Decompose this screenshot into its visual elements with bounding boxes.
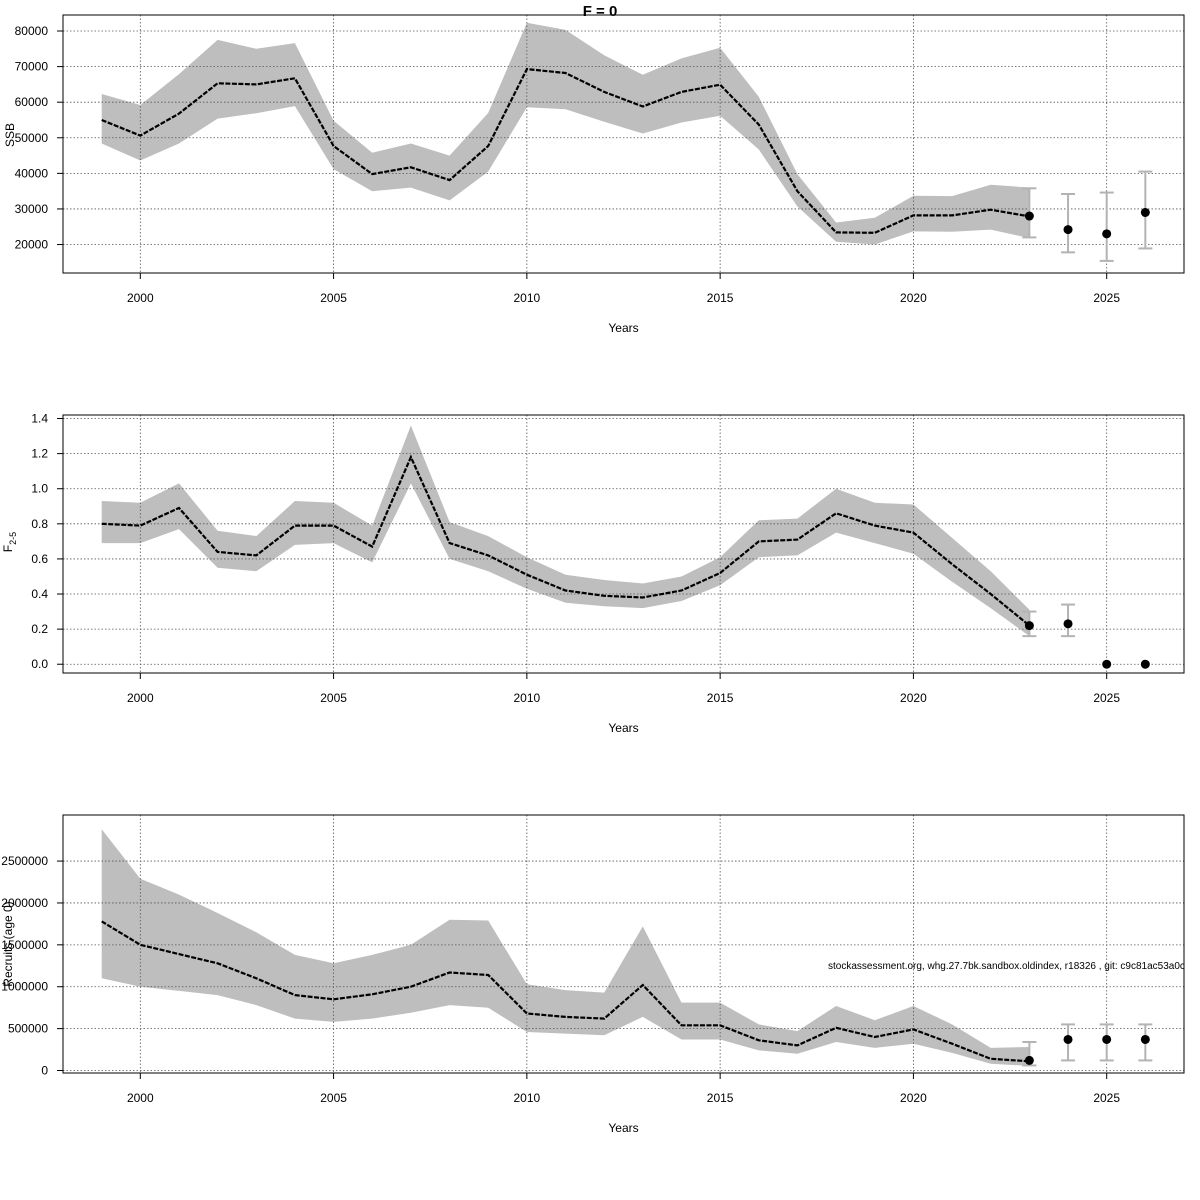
x-tick-label: 2025 xyxy=(1093,291,1120,305)
x-tick-label: 2005 xyxy=(320,1091,347,1105)
x-tick-label: 2010 xyxy=(514,691,541,705)
ssb-panel: 2000 2005 2010 2015 2020 2025 20000 30000 40000 5… xyxy=(3,14,1185,335)
x-axis-label: Years xyxy=(608,321,638,335)
x-tick-label: 2015 xyxy=(707,1091,734,1105)
plot-frame xyxy=(62,814,1185,1074)
forecast-point xyxy=(1063,225,1073,235)
y-tick-label: 1.2 xyxy=(31,447,48,461)
y-tick-label: 80000 xyxy=(15,24,49,38)
x-tick-label: 2000 xyxy=(127,1091,154,1105)
x-tick-label: 2020 xyxy=(900,1091,927,1105)
y-tick-label: 0.4 xyxy=(31,587,48,601)
x-tick-label: 2025 xyxy=(1093,1091,1120,1105)
x-tick-label: 2020 xyxy=(900,691,927,705)
y-tick-label: 0.2 xyxy=(31,622,48,636)
forecast-point xyxy=(1140,1034,1150,1044)
y-tick-label: 1.4 xyxy=(31,412,48,426)
x-tick-label: 2010 xyxy=(514,1091,541,1105)
x-axis-label: Years xyxy=(608,1121,638,1135)
x-tick-label: 2020 xyxy=(900,291,927,305)
y-tick-label: 30000 xyxy=(15,202,49,216)
recruitment-panel: 2000 2005 2010 2015 2020 2025 0 500000 1000000 15… xyxy=(1,814,1185,1135)
y-tick-label: 70000 xyxy=(15,60,49,74)
y-axis-label-subscript: 2-5 xyxy=(8,532,18,545)
y-tick-label: 2000000 xyxy=(1,896,48,910)
forecast-point xyxy=(1140,208,1150,218)
y-tick-label: 0.0 xyxy=(31,657,48,671)
x-tick-label: 2025 xyxy=(1093,691,1120,705)
y-tick-label: 60000 xyxy=(15,95,49,109)
y-tick-label: 1500000 xyxy=(1,938,48,952)
x-tick-label: 2015 xyxy=(707,691,734,705)
plot-frame xyxy=(62,14,1185,274)
y-tick-label: 50000 xyxy=(15,131,49,145)
x-tick-label: 2000 xyxy=(127,691,154,705)
forecast-point xyxy=(1063,1034,1073,1044)
x-tick-label: 2010 xyxy=(514,291,541,305)
footnote: stockassessment.org, whg.27.7bk.sandbox.… xyxy=(828,961,1185,972)
y-tick-label: 0.8 xyxy=(31,517,48,531)
y-tick-label: 1000000 xyxy=(1,980,48,994)
forecast-point xyxy=(1140,659,1150,669)
y-tick-label: 0 xyxy=(41,1063,48,1077)
confidence-band xyxy=(101,425,1030,637)
y-axis-label: F2-5 xyxy=(1,532,18,552)
x-tick-label: 2015 xyxy=(707,291,734,305)
confidence-band xyxy=(101,22,1030,245)
y-tick-label: 500000 xyxy=(8,1022,48,1036)
forecast-point xyxy=(1024,1055,1034,1065)
x-tick-label: 2005 xyxy=(320,291,347,305)
forecast-point xyxy=(1024,211,1034,221)
x-tick-label: 2005 xyxy=(320,691,347,705)
y-axis-label: SSB xyxy=(3,123,17,147)
forecast-point xyxy=(1063,619,1073,629)
forecast-point xyxy=(1102,229,1112,239)
forecast-point xyxy=(1102,1034,1112,1044)
estimate-line xyxy=(101,454,1031,627)
y-tick-label: 1.0 xyxy=(31,482,48,496)
estimate-line xyxy=(101,67,1030,234)
forecast-point xyxy=(1024,621,1034,631)
y-tick-label: 20000 xyxy=(15,238,49,252)
x-tick-label: 2000 xyxy=(127,291,154,305)
x-axis-label: Years xyxy=(608,721,638,735)
y-tick-label: 0.6 xyxy=(31,552,48,566)
estimate-line xyxy=(101,920,1030,1063)
forecast-point xyxy=(1102,659,1112,669)
y-tick-label: 2500000 xyxy=(1,854,48,868)
confidence-band xyxy=(101,829,1030,1066)
figure-title: F = 0 xyxy=(583,3,618,20)
y-axis-label-main: F xyxy=(1,545,15,552)
plot-frame xyxy=(62,414,1185,674)
y-axis-label: Recruits (age 0) xyxy=(1,901,15,986)
y-tick-label: 40000 xyxy=(15,166,49,180)
fishing-mortality-panel: 2000 2005 2010 2015 2020 2025 0.0 0.2 0.4 0.6 0.8 1… xyxy=(1,412,1185,735)
